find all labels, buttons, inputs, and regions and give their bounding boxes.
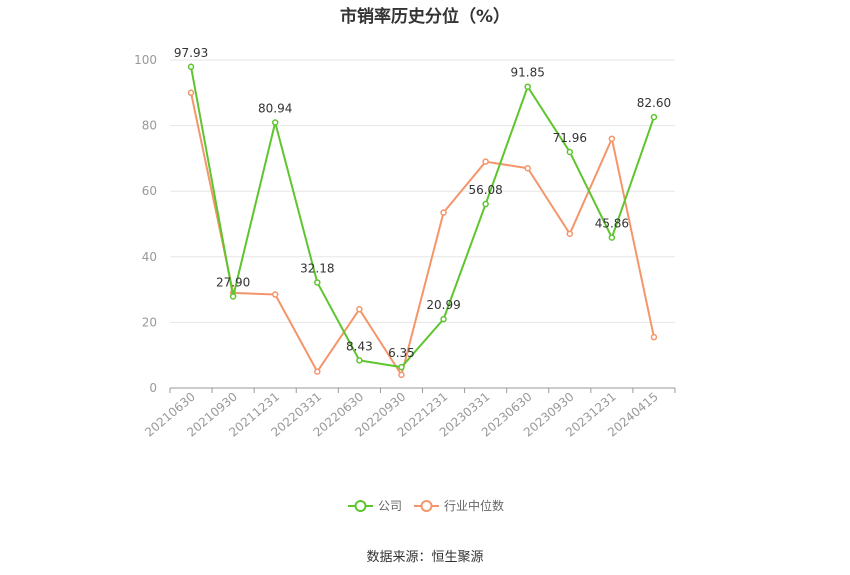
y-tick-label: 80 [142, 119, 157, 133]
legend-swatch-marker [354, 500, 367, 512]
y-tick-label: 100 [134, 53, 157, 67]
legend-item-industry[interactable]: 行业中位数 [414, 498, 504, 513]
data-label: 27.90 [216, 275, 250, 289]
label-layer: 97.93 27.90 80.94 32.18 8.43 6.35 20.99 56.08 91… [174, 46, 671, 360]
data-label: 8.43 [346, 339, 373, 353]
series-line-industry [190, 92, 655, 376]
data-label: 80.94 [258, 102, 292, 116]
data-point-industry[interactable] [566, 230, 574, 238]
data-label: 91.85 [511, 66, 545, 80]
data-point-industry[interactable] [187, 89, 195, 97]
data-point-company[interactable] [482, 200, 489, 208]
data-point-company[interactable] [398, 363, 405, 371]
data-label: 82.60 [637, 96, 671, 110]
data-point-company[interactable] [440, 315, 447, 323]
data-point-company[interactable] [608, 234, 616, 241]
series-line-company [190, 66, 655, 369]
data-point-company[interactable] [566, 148, 574, 156]
data-point-industry[interactable] [608, 135, 616, 142]
data-label: 45.86 [595, 217, 629, 231]
data-point-industry[interactable] [314, 368, 321, 375]
data-label: 56.08 [468, 183, 502, 197]
data-label: 6.35 [388, 346, 415, 360]
series-layer [187, 63, 658, 379]
data-point-company[interactable] [187, 63, 195, 71]
data-point-industry[interactable] [440, 209, 447, 216]
data-point-industry[interactable] [356, 306, 363, 313]
axis-layer: 0204060801002021063020210930202112312022… [134, 53, 676, 440]
y-tick-label: 60 [142, 184, 157, 198]
legend-swatch-marker [420, 500, 433, 512]
legend-label: 行业中位数 [444, 498, 504, 513]
data-point-industry[interactable] [398, 371, 405, 379]
data-point-industry[interactable] [524, 164, 531, 172]
data-source: 数据来源：恒生聚源 [366, 550, 484, 565]
y-tick-label: 20 [142, 315, 157, 329]
data-label: 32.18 [300, 261, 334, 275]
data-point-company[interactable] [524, 83, 531, 90]
data-label: 97.93 [174, 46, 208, 60]
data-point-industry[interactable] [482, 158, 489, 165]
data-point-company[interactable] [271, 119, 279, 126]
data-point-industry[interactable] [271, 291, 279, 298]
data-point-company[interactable] [314, 279, 321, 286]
y-tick-label: 40 [142, 250, 157, 264]
data-point-company[interactable] [356, 357, 363, 364]
data-label: 20.99 [426, 298, 460, 312]
chart-title: 市销率历史分位（%） [339, 7, 511, 27]
grid-layer [170, 59, 675, 323]
data-point-company[interactable] [229, 293, 237, 300]
y-tick-label: 0 [149, 381, 157, 395]
data-label: 71.96 [553, 131, 587, 145]
legend[interactable]: 公司 行业中位数 [348, 498, 504, 513]
data-point-industry[interactable] [650, 333, 658, 341]
legend-label: 公司 [378, 499, 402, 513]
legend-item-company[interactable]: 公司 [348, 499, 402, 513]
data-point-company[interactable] [650, 113, 658, 121]
